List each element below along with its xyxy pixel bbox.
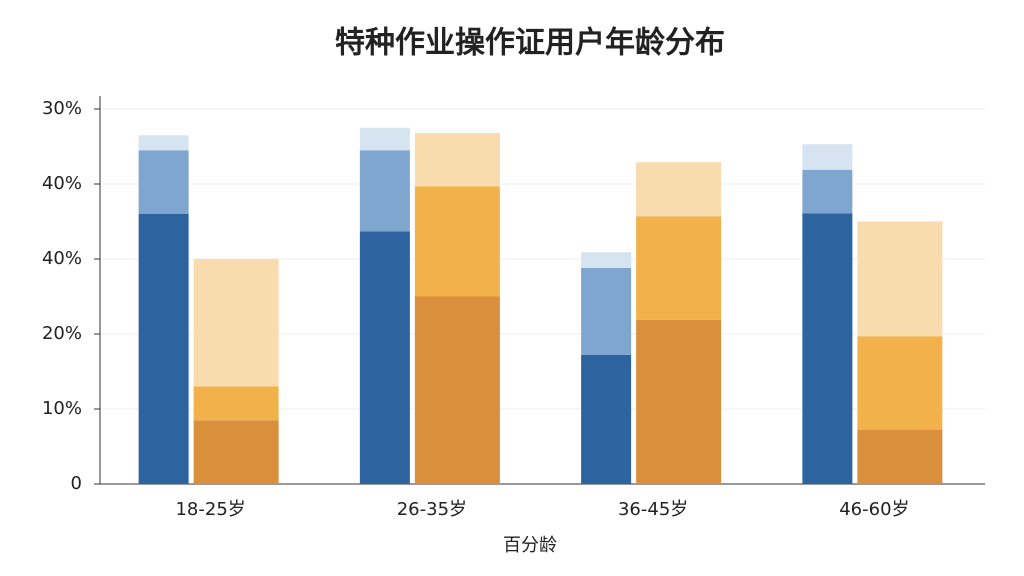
x-tick-label: 36-45岁 xyxy=(618,499,688,520)
bar-segment xyxy=(581,355,632,484)
bar-segment xyxy=(138,135,189,151)
y-tick-label: 40% xyxy=(42,248,82,269)
bar-segment xyxy=(193,386,279,421)
bar-segment xyxy=(193,420,279,484)
bar-segment xyxy=(359,231,410,484)
x-tick-label: 26-35岁 xyxy=(397,499,467,520)
bar-segment xyxy=(359,150,410,232)
bar-segment xyxy=(359,127,410,151)
x-tick-label: 46-60岁 xyxy=(839,499,909,520)
bar-segment xyxy=(138,214,189,484)
chart-title: 特种作业操作证用户年龄分布 xyxy=(335,26,725,61)
y-tick-label: 20% xyxy=(42,323,82,344)
bar-segment xyxy=(193,259,279,387)
bar-segment xyxy=(414,296,500,484)
bar-segment xyxy=(802,144,853,170)
y-tick-label: 10% xyxy=(42,398,82,419)
bar-segment xyxy=(857,336,943,430)
y-tick-label: 30% xyxy=(42,98,82,119)
x-axis-label: 百分龄 xyxy=(503,535,557,556)
bar-segment xyxy=(581,252,632,268)
bar-segment xyxy=(802,169,853,214)
bar-segment xyxy=(138,150,189,214)
bar-segment xyxy=(636,216,722,320)
x-tick-label: 18-25岁 xyxy=(175,499,245,520)
y-tick-label: 40% xyxy=(42,173,82,194)
y-tick-label: 0 xyxy=(71,473,82,494)
bar-segment xyxy=(636,319,722,484)
bar-segment xyxy=(857,430,943,484)
bar-segment xyxy=(857,221,943,337)
bar-segment xyxy=(802,213,853,484)
bar-segment xyxy=(636,162,722,217)
bar-segment xyxy=(414,186,500,297)
bar-segment xyxy=(581,268,632,355)
bar-segment xyxy=(414,133,500,187)
